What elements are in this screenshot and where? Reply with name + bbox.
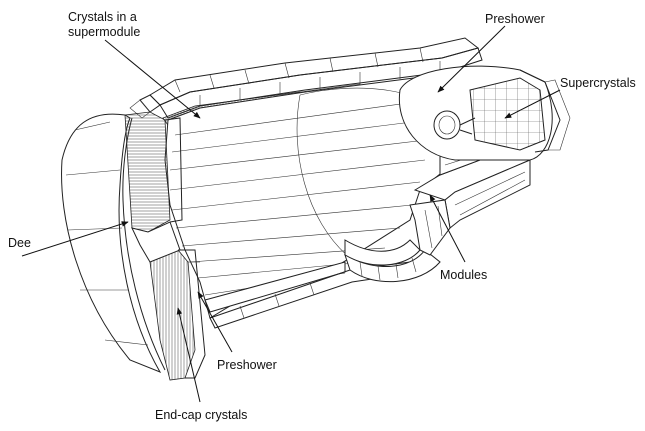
- arrow-preshower-top: [437, 25, 506, 93]
- arrow-crystals-supermodule: [104, 39, 201, 119]
- label-preshower-bottom: Preshower: [217, 358, 277, 372]
- arrow-preshower-bottom: [197, 291, 233, 353]
- arrow-endcap-crystals: [176, 307, 201, 403]
- endcap-crystal-faces: [124, 111, 206, 381]
- leader-lines: [21, 25, 561, 403]
- label-crystals-in-supermodule: Crystals in a supermodule: [68, 10, 140, 40]
- arrow-supercrystals: [504, 89, 561, 119]
- label-crystals-line2: supermodule: [68, 25, 141, 39]
- label-supercrystals: Supercrystals: [560, 76, 636, 90]
- label-preshower-top: Preshower: [485, 12, 545, 26]
- label-crystals-line1: Crystals in a: [68, 10, 137, 24]
- arrow-dee: [21, 221, 129, 257]
- label-endcap-crystals: End-cap crystals: [155, 408, 248, 422]
- label-dee: Dee: [8, 236, 31, 250]
- label-modules: Modules: [440, 268, 488, 282]
- dee: [61, 113, 166, 373]
- arrow-modules: [429, 194, 466, 263]
